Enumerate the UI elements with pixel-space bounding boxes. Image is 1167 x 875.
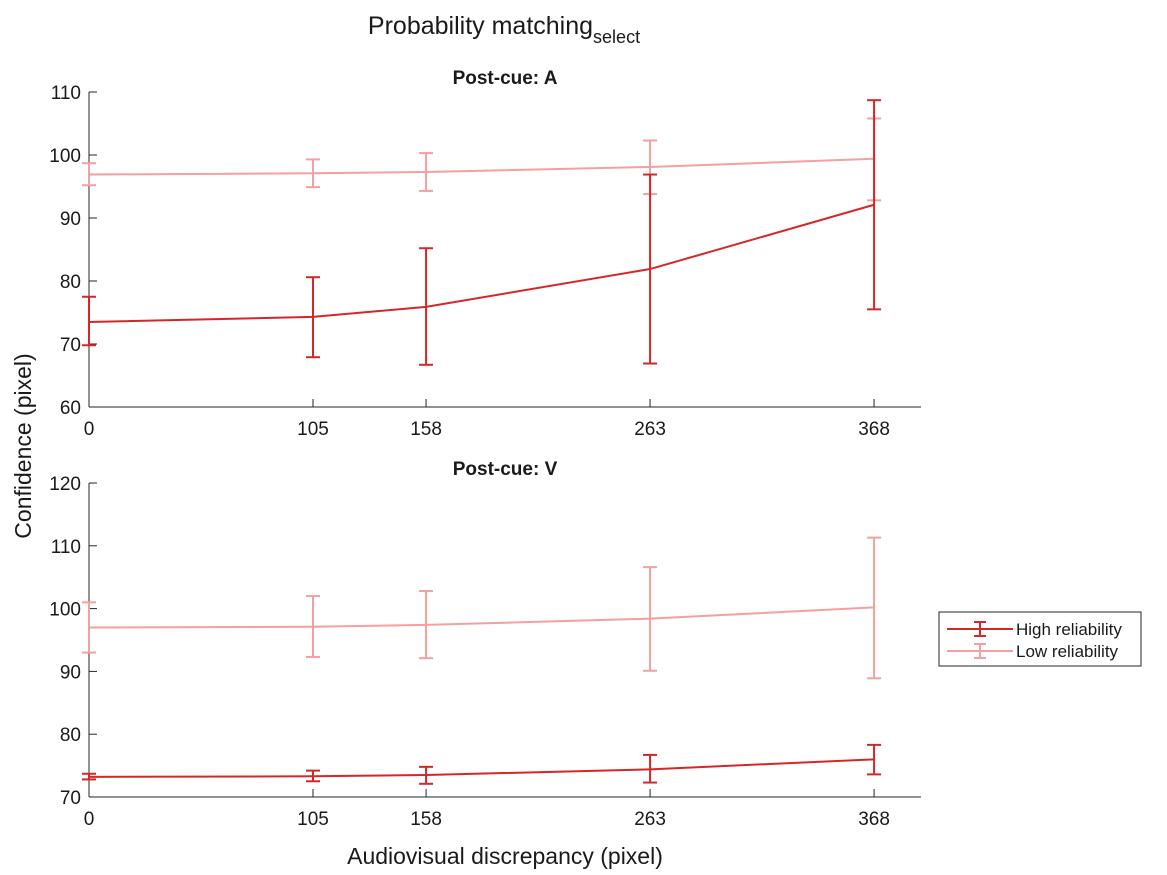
legend-label: Low reliability — [1016, 642, 1119, 661]
error-bar — [82, 601, 96, 654]
error-bar — [867, 99, 882, 311]
error-bar — [867, 743, 882, 776]
error-bar — [643, 173, 658, 365]
x-tick-label: 368 — [858, 809, 890, 830]
error-bar — [306, 595, 320, 658]
error-bar — [306, 158, 320, 189]
panel-title: Post-cue: V — [453, 459, 558, 480]
series-line-high-reliability — [88, 758, 875, 778]
series-low-reliability — [82, 536, 882, 680]
y-tick-label: 90 — [60, 662, 81, 683]
legend-entry-high-reliability: High reliability — [947, 620, 1122, 639]
panel-post-cue-a: Post-cue: A 60 70 80 90 100 110 0 105 158 263 368 — [49, 68, 921, 440]
y-tick-label: 60 — [60, 398, 81, 419]
error-bar — [306, 276, 320, 359]
y-tick-label: 100 — [49, 146, 81, 167]
y-tick-label: 70 — [60, 335, 81, 356]
legend-label: High reliability — [1016, 620, 1122, 639]
figure-title-subscript: select — [593, 27, 640, 47]
x-tick-label: 0 — [84, 809, 95, 830]
x-tick-label: 105 — [297, 419, 329, 440]
legend-box — [938, 611, 1142, 667]
series-high-reliability — [82, 743, 882, 785]
error-bar — [419, 590, 434, 660]
series-low-reliability — [82, 117, 882, 202]
y-tick-label: 120 — [49, 474, 81, 495]
error-bar — [643, 566, 658, 672]
x-tick-label: 158 — [410, 809, 442, 830]
series-line-high-reliability — [88, 203, 875, 323]
error-bar — [419, 152, 434, 192]
figure-title-main: Probability matching — [368, 12, 593, 40]
x-tick-label: 263 — [634, 809, 666, 830]
series-high-reliability — [82, 99, 882, 366]
figure-title: Probability matchingselect — [368, 12, 640, 47]
series-line-low-reliability — [88, 606, 875, 629]
y-tick-label: 110 — [51, 537, 81, 558]
error-bar — [82, 162, 96, 187]
x-axis-label: Audiovisual discrepancy (pixel) — [347, 843, 663, 869]
y-tick-label: 90 — [60, 209, 81, 230]
x-tick-label: 158 — [410, 419, 442, 440]
error-bar — [643, 753, 658, 784]
x-tick-label: 0 — [84, 419, 95, 440]
error-bar — [419, 765, 434, 785]
y-axis-label: Confidence (pixel) — [10, 353, 36, 538]
error-bar — [306, 769, 320, 783]
y-tick-label: 70 — [60, 788, 81, 809]
error-bar — [82, 295, 96, 347]
y-tick-label: 80 — [60, 725, 81, 746]
x-tick-label: 263 — [634, 419, 666, 440]
legend: High reliability Low reliability — [938, 611, 1142, 667]
y-tick-label: 80 — [60, 272, 81, 293]
error-bar — [867, 536, 882, 680]
y-tick-label: 100 — [49, 600, 81, 621]
x-tick-label: 368 — [858, 419, 890, 440]
legend-entry-low-reliability: Low reliability — [947, 642, 1119, 661]
panel-title: Post-cue: A — [453, 68, 558, 89]
x-tick-label: 105 — [297, 809, 329, 830]
y-tick-label: 110 — [51, 83, 81, 104]
panel-post-cue-v: Post-cue: V 70 80 90 100 110 120 0 105 158 263 368 — [49, 459, 921, 830]
error-bar — [419, 247, 434, 366]
series-line-low-reliability — [88, 157, 875, 176]
error-bar — [82, 772, 96, 781]
